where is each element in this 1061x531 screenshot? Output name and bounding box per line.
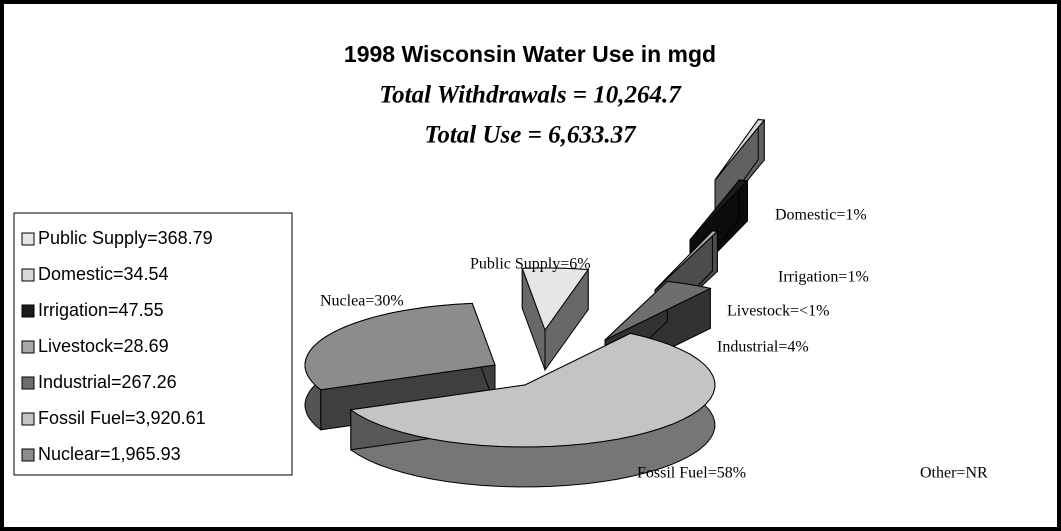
chart-title: 1998 Wisconsin Water Use in mgd [344, 41, 716, 67]
data-label: Irrigation=1% [778, 269, 869, 286]
pie-slice [521, 267, 590, 332]
legend-label: Nuclear=1,965.93 [38, 444, 181, 464]
data-label: Domestic=1% [775, 207, 867, 224]
legend-swatch [21, 232, 35, 246]
pie-slice [604, 280, 712, 341]
legend-swatch [21, 412, 35, 426]
pie-slice [349, 332, 716, 448]
pie-slice [714, 119, 766, 181]
legend-label: Industrial=267.26 [38, 372, 177, 392]
legend-box [13, 212, 293, 476]
pie-slice [304, 302, 496, 391]
legend-swatch [21, 304, 35, 318]
legend-swatch [21, 268, 35, 282]
legend-label: Irrigation=47.55 [38, 300, 164, 320]
legend-label: Domestic=34.54 [38, 264, 169, 284]
legend-swatch [21, 448, 35, 462]
chart-subtitle: Total Use = 6,633.37 [424, 122, 637, 149]
legend-swatch [21, 376, 35, 390]
data-label: Fossil Fuel=58% [637, 465, 746, 482]
chart-subtitle: Total Withdrawals = 10,264.7 [379, 82, 682, 109]
data-label: Livestock=<1% [727, 303, 829, 320]
data-label: Industrial=4% [717, 339, 809, 356]
legend-label: Public Supply=368.79 [38, 228, 213, 248]
data-label: Public Supply=6% [470, 256, 591, 273]
legend-swatch [21, 340, 35, 354]
pie-slice [689, 179, 749, 241]
pie-slice [654, 230, 719, 291]
legend-label: Livestock=28.69 [38, 336, 169, 356]
legend-label: Fossil Fuel=3,920.61 [38, 408, 206, 428]
data-label: Nuclea=30% [320, 293, 404, 310]
annotation: Other=NR [920, 465, 988, 482]
